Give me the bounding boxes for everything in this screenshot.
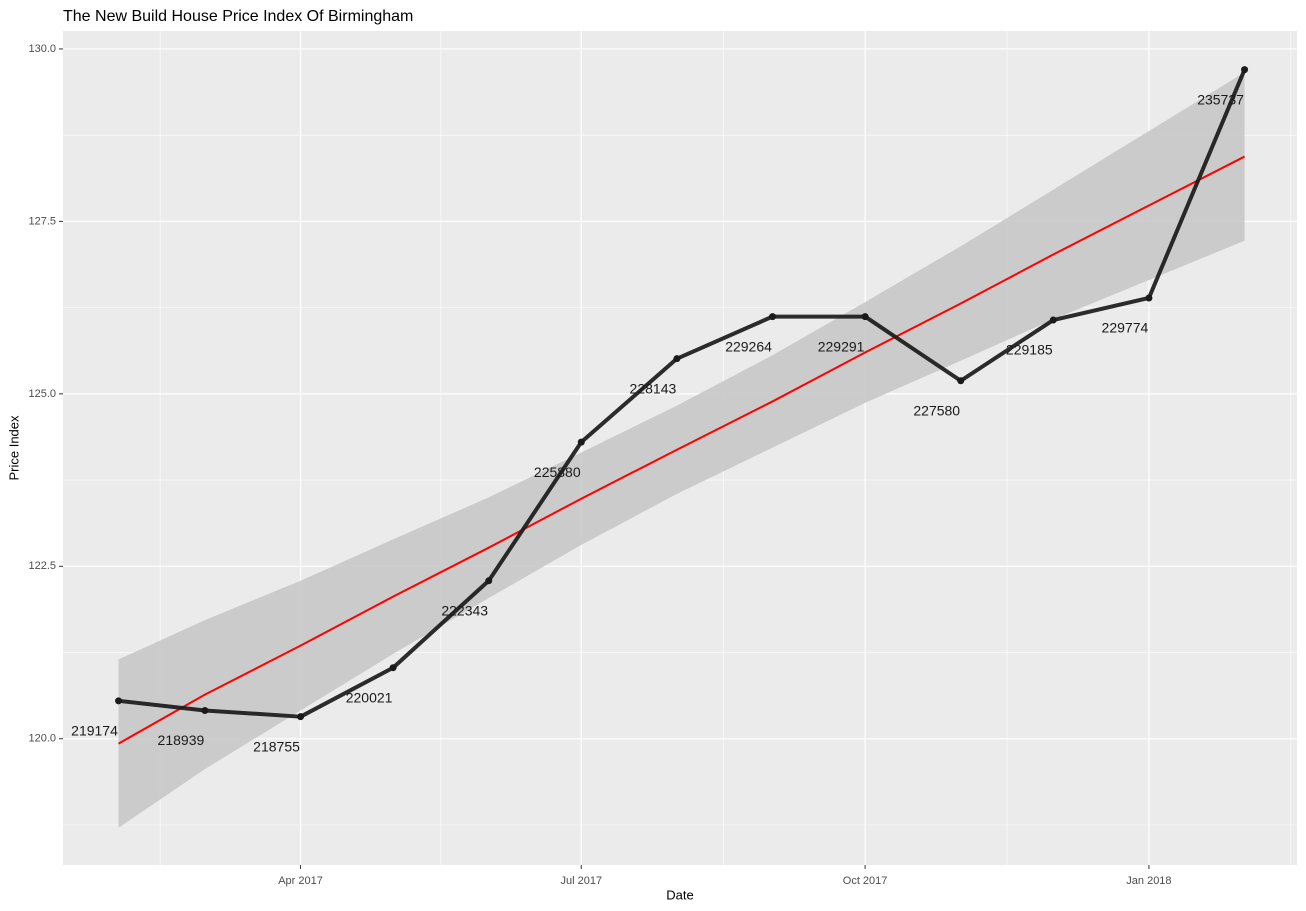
point-label: 229291 [818,338,865,354]
point-label: 218939 [158,732,205,748]
point-label: 219174 [71,723,118,739]
data-point [673,355,681,363]
data-point [577,438,585,446]
trend-line [118,155,1246,745]
point-label: 229774 [1102,320,1149,336]
data-point [115,697,123,705]
data-point [1049,316,1057,324]
point-label: 227580 [913,402,960,418]
point-label: 228143 [630,380,677,396]
chart-title: The New Build House Price Index Of Birmi… [63,8,413,25]
y-tick-label: 122.5 [28,560,56,572]
data-point [485,577,493,585]
y-axis-title: Price Index [6,415,21,481]
y-tick-label: 120.0 [28,733,56,745]
data-point [861,313,869,321]
point-label: 218755 [253,738,300,754]
x-axis-title: Date [666,887,693,902]
y-tick-label: 130.0 [28,43,56,55]
data-point [1145,294,1153,302]
x-tick-label: Oct 2017 [843,875,888,887]
x-tick-label: Apr 2017 [278,875,323,887]
confidence-band [118,72,1245,828]
data-point [201,706,209,714]
y-tick-label: 127.5 [28,215,56,227]
point-label: 235737 [1197,91,1244,107]
x-tick-label: Jul 2017 [560,875,602,887]
point-label: 220021 [346,689,393,705]
x-tick-label: Jan 2018 [1126,875,1171,887]
point-label: 225880 [534,464,581,480]
point-label: 229185 [1006,342,1053,358]
point-label: 222343 [441,602,488,618]
data-point [769,313,777,321]
data-point [957,377,965,385]
data-point [1241,66,1249,74]
point-label: 229264 [725,338,772,354]
data-point [389,664,397,672]
data-point [297,713,305,721]
y-tick-label: 125.0 [28,388,56,400]
